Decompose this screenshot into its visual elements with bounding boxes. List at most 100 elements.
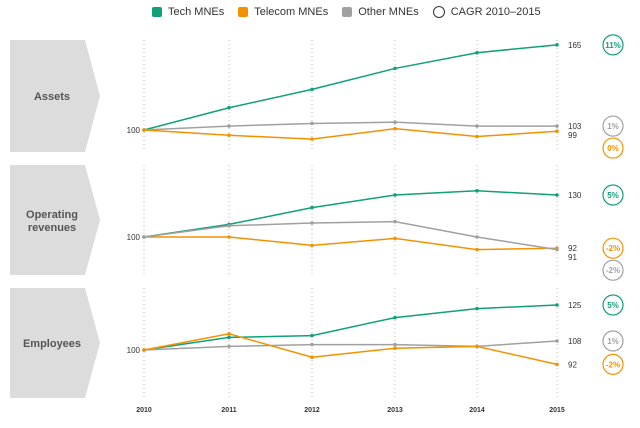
cagr-circle-icon bbox=[602, 184, 624, 206]
legend-item-cagr: CAGR 2010–2015 bbox=[432, 6, 541, 18]
panel-chevron bbox=[10, 165, 100, 275]
base-label: 100 bbox=[127, 233, 141, 242]
data-point-telecom bbox=[555, 362, 559, 367]
data-point-other bbox=[310, 342, 314, 347]
data-point-tech bbox=[393, 315, 397, 320]
series-line-telecom bbox=[143, 333, 558, 366]
panel-chevron bbox=[10, 40, 100, 152]
series-line-tech bbox=[143, 44, 558, 131]
data-point-tech bbox=[310, 333, 314, 338]
x-tick-label: 2014 bbox=[469, 407, 485, 414]
end-value-label: 130 bbox=[568, 191, 582, 200]
panel-title-line: Operating bbox=[26, 209, 78, 221]
data-point-other bbox=[393, 219, 397, 224]
data-point-other bbox=[475, 235, 479, 239]
data-point-other bbox=[393, 342, 397, 347]
panel-title: Employees bbox=[23, 338, 81, 350]
cagr-circle-icon bbox=[602, 115, 624, 137]
cagr-label: 11% bbox=[605, 41, 621, 50]
cagr-label: 0% bbox=[607, 144, 619, 153]
x-tick-label: 2012 bbox=[304, 407, 320, 414]
data-point-other bbox=[393, 120, 397, 124]
panel-title: Assets bbox=[34, 91, 70, 103]
data-point-other bbox=[555, 247, 559, 252]
data-point-telecom bbox=[227, 235, 231, 239]
x-tick-label: 2013 bbox=[387, 407, 403, 414]
legend-item-tech: Tech MNEs bbox=[152, 6, 224, 18]
telecom-swatch-icon bbox=[238, 7, 249, 17]
data-point-telecom bbox=[393, 236, 397, 241]
legend-label: CAGR 2010–2015 bbox=[450, 6, 541, 18]
panel-label: Employees bbox=[10, 288, 100, 398]
other-swatch-icon bbox=[342, 7, 353, 17]
data-point-tech bbox=[227, 335, 231, 340]
cagr-circle-icon bbox=[602, 137, 624, 159]
cagr-label: -2% bbox=[606, 244, 620, 253]
data-point-other bbox=[142, 235, 146, 239]
data-point-other bbox=[555, 124, 559, 128]
end-value-label: 108 bbox=[568, 337, 582, 346]
data-point-tech bbox=[475, 50, 479, 55]
end-value-label: 92 bbox=[568, 360, 577, 369]
base-label: 100 bbox=[127, 126, 141, 135]
cagr-circle-icon bbox=[602, 330, 624, 352]
panel-chevron bbox=[10, 288, 100, 398]
data-point-other bbox=[227, 124, 231, 128]
data-point-other bbox=[227, 344, 231, 349]
x-tick-label: 2010 bbox=[136, 407, 152, 414]
end-value-label: 165 bbox=[568, 41, 582, 50]
data-point-telecom bbox=[227, 133, 231, 138]
cagr-circle-icon bbox=[602, 34, 624, 56]
series-line-tech bbox=[143, 190, 558, 238]
data-point-tech bbox=[393, 193, 397, 197]
data-point-tech bbox=[393, 66, 397, 71]
legend-item-telecom: Telecom MNEs bbox=[238, 6, 328, 18]
panel-title-line: Assets bbox=[34, 91, 70, 103]
data-point-other bbox=[475, 124, 479, 128]
panel-title-line: Employees bbox=[23, 338, 81, 350]
data-point-telecom bbox=[142, 128, 146, 132]
cagr-circle-icon bbox=[602, 259, 624, 281]
end-value-label: 103 bbox=[568, 122, 582, 131]
data-point-telecom bbox=[393, 126, 397, 131]
cagr-label: -2% bbox=[606, 360, 620, 369]
data-point-tech bbox=[475, 306, 479, 311]
data-point-other bbox=[310, 221, 314, 225]
data-point-telecom bbox=[393, 346, 397, 351]
data-point-telecom bbox=[310, 137, 314, 141]
series-line-other bbox=[143, 220, 558, 251]
panel-label: Operating revenues bbox=[10, 165, 100, 275]
data-point-telecom bbox=[475, 344, 479, 349]
panel-title-line: revenues bbox=[28, 222, 76, 234]
data-point-telecom bbox=[142, 348, 146, 352]
data-point-tech bbox=[555, 193, 559, 197]
cagr-label: 5% bbox=[607, 301, 619, 310]
end-value-label: 92 bbox=[568, 244, 577, 253]
data-point-telecom bbox=[310, 243, 314, 248]
legend-label: Tech MNEs bbox=[168, 6, 225, 18]
data-point-tech bbox=[555, 303, 559, 307]
series-line-tech bbox=[143, 304, 558, 351]
data-point-other bbox=[310, 121, 314, 126]
circle-icon bbox=[432, 6, 445, 18]
tech-swatch-icon bbox=[152, 7, 162, 17]
cagr-label: 1% bbox=[607, 122, 619, 131]
data-point-telecom bbox=[555, 129, 559, 134]
series-line-telecom bbox=[144, 236, 558, 251]
cagr-circle-icon bbox=[602, 353, 624, 375]
series-line-telecom bbox=[143, 127, 558, 140]
legend-item-other: Other MNEs bbox=[342, 6, 419, 18]
data-point-other bbox=[555, 339, 559, 343]
data-point-telecom bbox=[475, 134, 479, 139]
base-label: 100 bbox=[127, 346, 141, 355]
legend-label: Telecom MNEs bbox=[254, 6, 329, 18]
series-line-other bbox=[143, 121, 557, 131]
data-point-tech bbox=[310, 87, 314, 92]
end-value-label: 99 bbox=[568, 131, 577, 140]
data-point-tech bbox=[555, 43, 559, 47]
data-point-tech bbox=[227, 105, 231, 110]
cagr-circle-icon bbox=[602, 237, 624, 259]
end-value-label: 91 bbox=[568, 253, 577, 262]
data-point-tech bbox=[310, 205, 314, 210]
